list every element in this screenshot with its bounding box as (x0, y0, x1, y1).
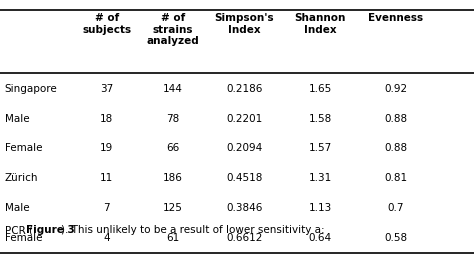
Text: 0.6612: 0.6612 (226, 233, 262, 243)
Text: 61: 61 (166, 233, 180, 243)
Text: Figure 3: Figure 3 (26, 225, 75, 235)
Text: 7: 7 (103, 203, 110, 213)
Text: Simpson's
Index: Simpson's Index (214, 13, 274, 34)
Text: 78: 78 (166, 114, 180, 124)
Text: PCR (: PCR ( (5, 225, 33, 235)
Text: 0.2094: 0.2094 (226, 143, 262, 154)
Text: 0.2201: 0.2201 (226, 114, 262, 124)
Text: 0.81: 0.81 (384, 173, 407, 183)
Text: 18: 18 (100, 114, 113, 124)
Text: Zürich: Zürich (5, 173, 38, 183)
Text: 0.4518: 0.4518 (226, 173, 262, 183)
Text: 0.2186: 0.2186 (226, 84, 262, 94)
Text: 0.7: 0.7 (388, 203, 404, 213)
Text: Male: Male (5, 203, 29, 213)
Text: 1.65: 1.65 (308, 84, 332, 94)
Text: Singapore: Singapore (5, 84, 57, 94)
Text: Female: Female (5, 143, 42, 154)
Text: 144: 144 (163, 84, 183, 94)
Text: 1.57: 1.57 (308, 143, 332, 154)
Text: 1.13: 1.13 (308, 203, 332, 213)
Text: 0.58: 0.58 (384, 233, 407, 243)
Text: 1.58: 1.58 (308, 114, 332, 124)
Text: 66: 66 (166, 143, 180, 154)
Text: 186: 186 (163, 173, 183, 183)
Text: # of
strains
analyzed: # of strains analyzed (146, 13, 200, 46)
Text: Evenness: Evenness (368, 13, 423, 23)
Text: Male: Male (5, 114, 29, 124)
Text: 37: 37 (100, 84, 113, 94)
Text: Female: Female (5, 233, 42, 243)
Text: 0.88: 0.88 (384, 143, 407, 154)
Text: ). This unlikely to be a result of lower sensitivity a:: ). This unlikely to be a result of lower… (61, 225, 324, 235)
Text: Shannon
Index: Shannon Index (294, 13, 346, 34)
Text: 0.88: 0.88 (384, 114, 407, 124)
Text: 1.31: 1.31 (308, 173, 332, 183)
Text: 0.3846: 0.3846 (226, 203, 262, 213)
Text: 11: 11 (100, 173, 113, 183)
Text: 19: 19 (100, 143, 113, 154)
Text: 0.64: 0.64 (309, 233, 331, 243)
Text: 125: 125 (163, 203, 183, 213)
Text: 0.92: 0.92 (384, 84, 407, 94)
Text: # of
subjects: # of subjects (82, 13, 131, 34)
Text: 4: 4 (103, 233, 110, 243)
